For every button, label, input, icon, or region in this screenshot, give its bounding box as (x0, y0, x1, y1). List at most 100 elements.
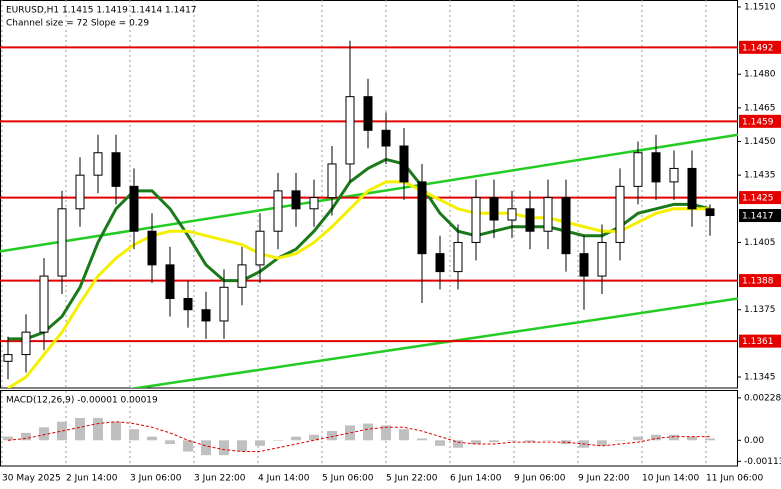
macd-bar (453, 440, 463, 448)
macd-bar (273, 440, 283, 441)
candle-body (57, 208, 67, 277)
macd-bar (363, 423, 373, 441)
candle-body (219, 286, 229, 322)
candle-body (705, 208, 715, 217)
candle-body (93, 152, 103, 176)
macd-bar (435, 440, 445, 446)
candle-body (237, 264, 247, 288)
macd-bar (183, 440, 193, 452)
macd-bar (111, 421, 121, 441)
candle-body (417, 181, 427, 255)
macd-bar (543, 440, 553, 441)
macd-bar (705, 438, 715, 441)
y-tick-label: 1.1450 (744, 137, 776, 147)
candle-body (399, 145, 409, 183)
macd-bar (291, 436, 301, 441)
y-tick-label: 0.00 (744, 436, 764, 446)
candle-body (273, 190, 283, 232)
y-tick-label: 1.1510 (744, 2, 776, 12)
candle-body (489, 197, 499, 221)
candle-body (669, 167, 679, 183)
x-tick-label: 5 Jun 22:00 (386, 474, 438, 484)
macd-title: MACD(12,26,9) -0.00001 0.00019 (6, 396, 158, 406)
candle-body (327, 163, 337, 199)
macd-bar (507, 440, 517, 441)
y-tick-label: 1.1480 (744, 70, 776, 80)
macd-bar (75, 417, 85, 441)
y-tick-label: -0.00113 (744, 457, 781, 467)
x-tick-label: 9 Jun 22:00 (578, 474, 630, 484)
level-label: 1.1492 (742, 43, 774, 53)
x-tick-label: 2 Jun 14:00 (66, 474, 118, 484)
macd-bar (201, 440, 211, 456)
chart-title: EURUSD,H1 1.1415 1.1419 1.1414 1.1417 (6, 6, 197, 16)
candle-body (579, 253, 589, 277)
last-price-tag (739, 209, 781, 223)
level-tag (739, 334, 781, 348)
candle-body (687, 167, 697, 210)
level-tag (739, 191, 781, 205)
macd-bar (633, 436, 643, 441)
candle-body (453, 241, 463, 273)
macd-bar (327, 431, 337, 441)
candle-body (471, 197, 481, 243)
macd-bar (39, 427, 49, 441)
x-tick-label: 6 Jun 14:00 (450, 474, 502, 484)
level-label: 1.1388 (742, 277, 774, 287)
y-tick-label: 1.1405 (744, 238, 776, 248)
macd-bar (489, 440, 499, 443)
macd-bar (561, 440, 571, 445)
y-tick-label: 1.1345 (744, 373, 776, 383)
candle-body (309, 197, 319, 210)
macd-bar (237, 440, 247, 452)
x-tick-label: 3 Jun 06:00 (130, 474, 182, 484)
candle-body (543, 197, 553, 232)
candle-body (129, 185, 139, 232)
candle-body (21, 331, 31, 356)
level-tag (739, 274, 781, 288)
candle-body (201, 309, 211, 322)
x-tick-label: 30 May 2025 (2, 474, 61, 484)
x-tick-label: 10 Jun 14:00 (642, 474, 699, 484)
last-price-label: 1.1417 (742, 212, 774, 222)
macd-bar (219, 440, 229, 456)
y-tick-label: 1.1435 (744, 171, 776, 181)
y-tick-label: 1.1375 (744, 305, 776, 315)
channel-upper (0, 133, 738, 253)
y-tick-label: 1.1465 (744, 103, 776, 113)
macd-bar (57, 421, 67, 441)
channel-lower (128, 297, 738, 388)
chart-subtitle: Channel size = 72 Slope = 0.29 (6, 19, 149, 29)
candle-body (183, 298, 193, 311)
x-tick-label: 5 Jun 06:00 (322, 474, 374, 484)
macd-bar (165, 440, 175, 445)
y-tick-label: 0.00228 (744, 393, 781, 403)
candle-body (363, 96, 373, 131)
x-tick-label: 4 Jun 14:00 (258, 474, 310, 484)
macd-bar (93, 417, 103, 441)
level-tag (739, 40, 781, 54)
candle-body (111, 152, 121, 187)
macd-bar (399, 429, 409, 441)
macd-bar (597, 440, 607, 446)
candle-body (345, 96, 355, 165)
level-label: 1.1361 (742, 337, 774, 347)
macd-bar (687, 436, 697, 441)
macd-bar (651, 434, 661, 441)
candle-body (507, 208, 517, 221)
candle-body (525, 208, 535, 232)
moving-average (7, 180, 710, 388)
macd-bar (3, 436, 13, 441)
level-label: 1.1425 (742, 194, 774, 204)
x-tick-label: 9 Jun 06:00 (514, 474, 566, 484)
x-tick-label: 3 Jun 22:00 (194, 474, 246, 484)
macd-bar (309, 434, 319, 441)
macd-bar (471, 440, 481, 445)
macd-bar (417, 438, 427, 441)
macd-bar (615, 440, 625, 441)
candle-body (561, 197, 571, 255)
level-tag (739, 114, 781, 128)
macd-bar (381, 425, 391, 441)
candle-body (597, 241, 607, 277)
